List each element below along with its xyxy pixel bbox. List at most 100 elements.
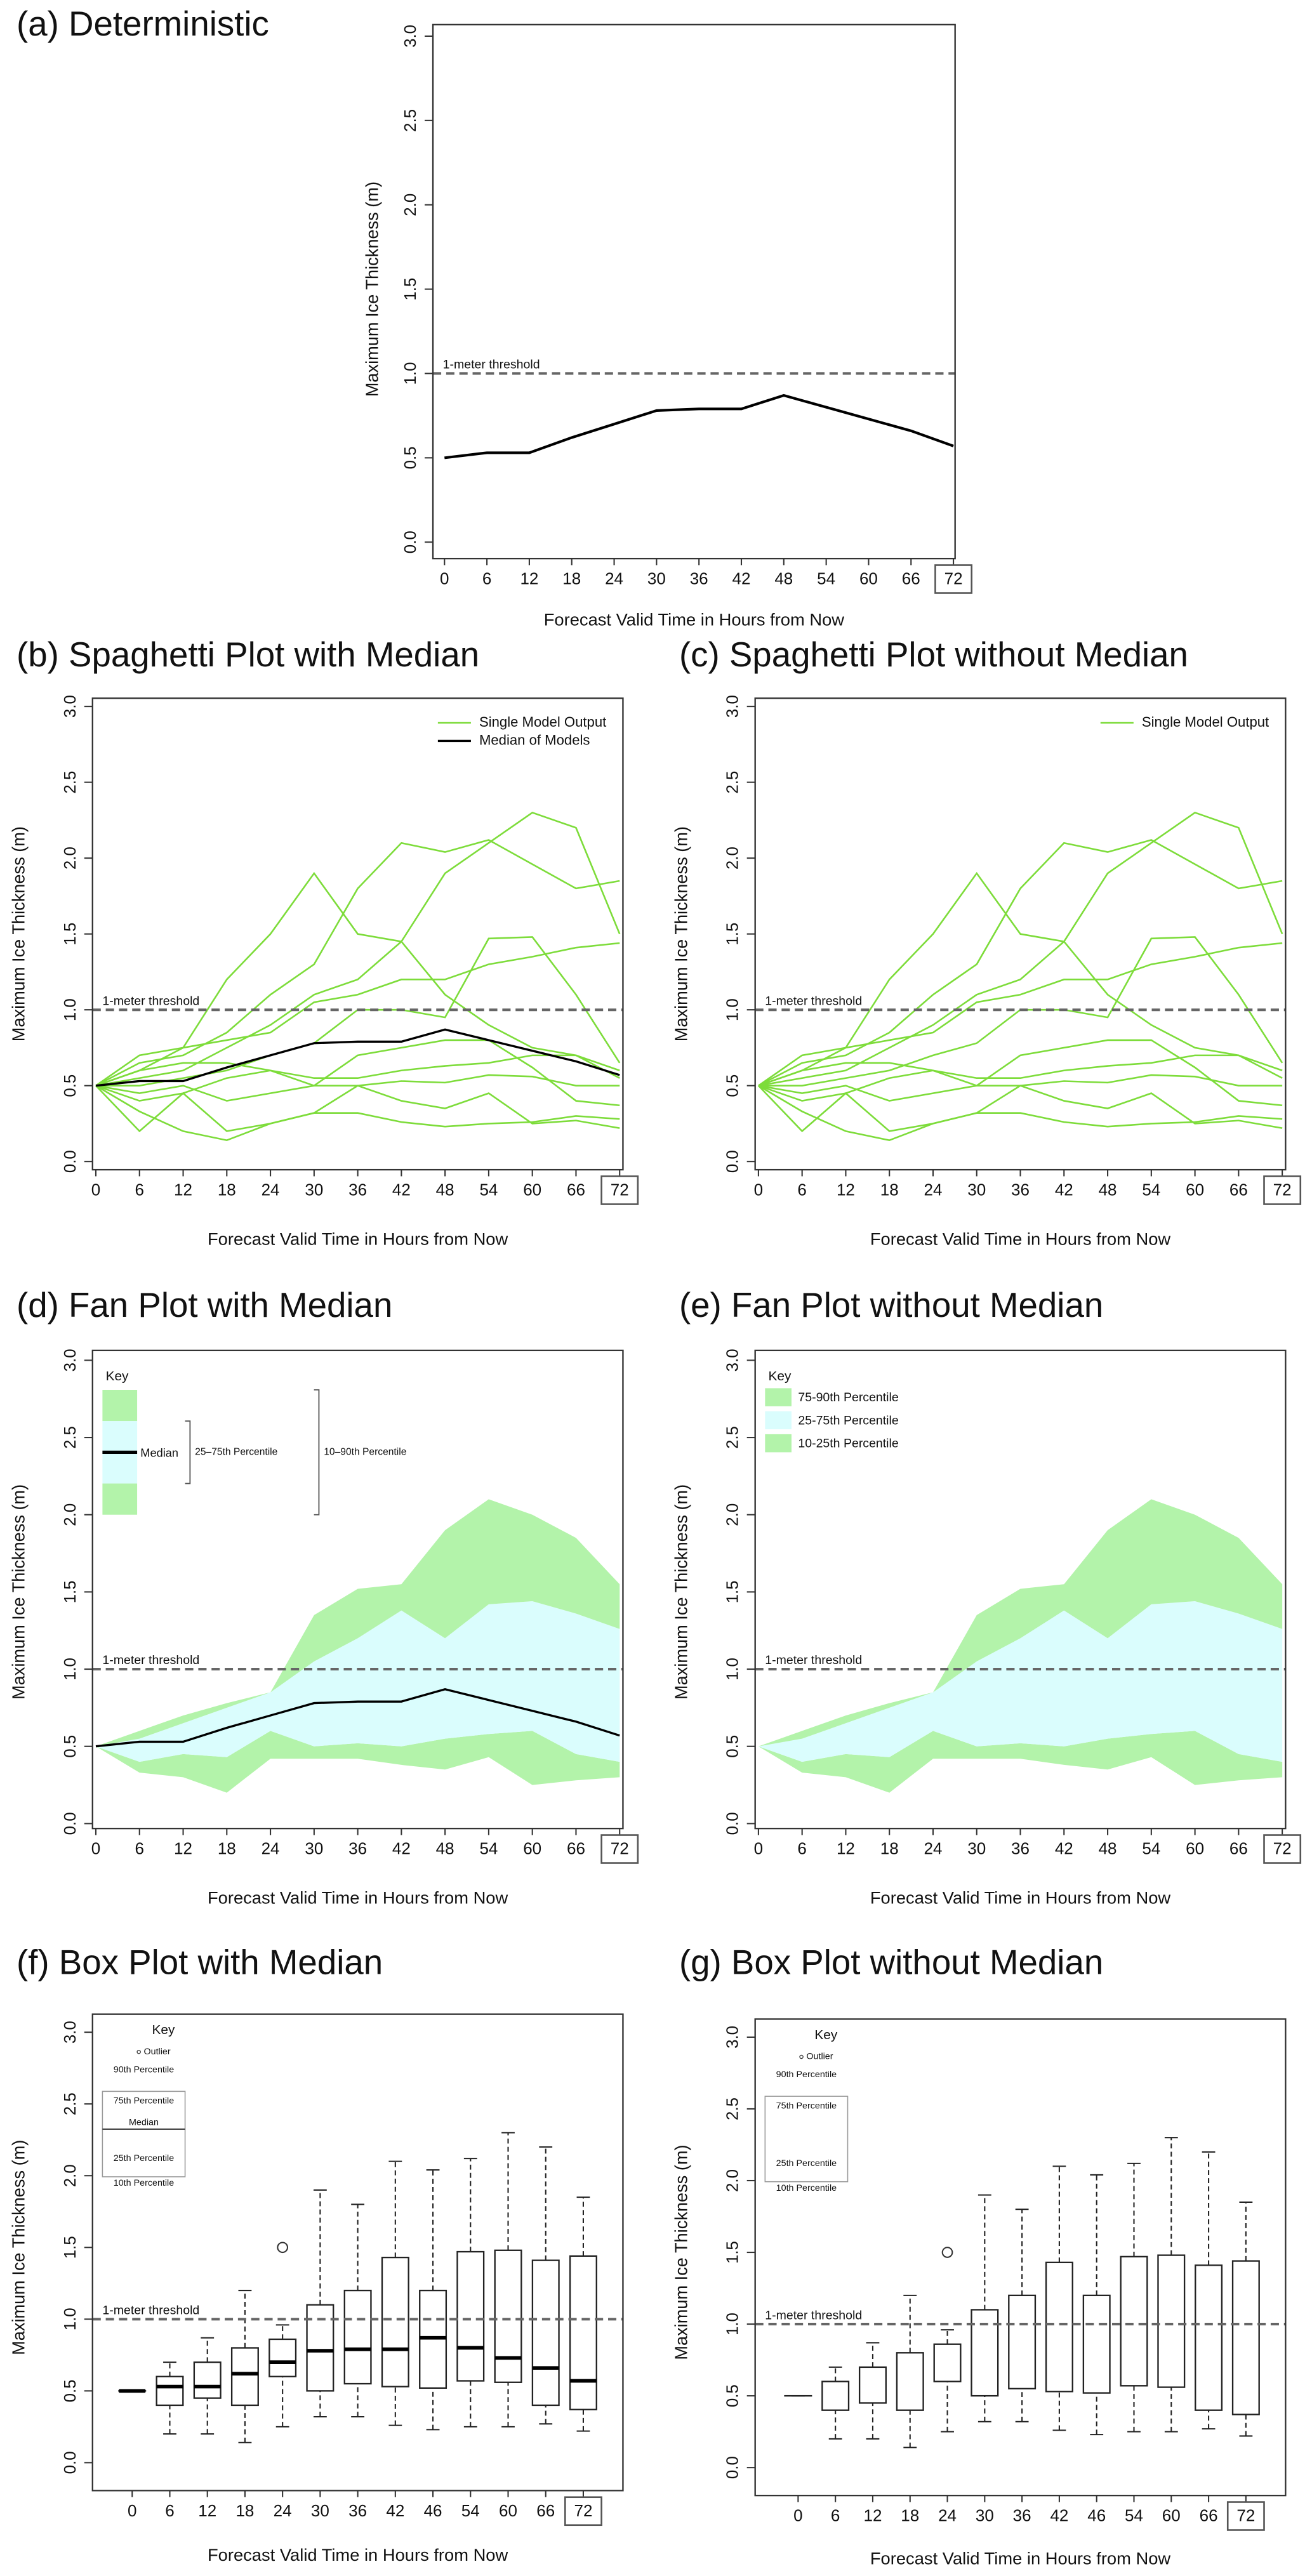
x-tick-label: 54 bbox=[1142, 1840, 1160, 1858]
panel-title: (f) Box Plot with Median bbox=[17, 1943, 383, 1982]
x-tick-label: 42 bbox=[1055, 1840, 1073, 1858]
x-tick-label: 18 bbox=[562, 571, 581, 588]
panel-title: (a) Deterministic bbox=[17, 4, 269, 43]
x-tick-label: 30 bbox=[647, 571, 666, 588]
outlier bbox=[277, 2242, 289, 2254]
model-line bbox=[758, 839, 1283, 1087]
model-line bbox=[95, 1085, 620, 1133]
x-axis-label: Forecast Valid Time in Hours from Now bbox=[870, 1888, 1171, 1908]
y-axis-label: Maximum Ice Thickness (m) bbox=[8, 1484, 28, 1700]
legend-label: Single Model Output bbox=[1142, 714, 1269, 730]
x-tick-label: 42 bbox=[1050, 2507, 1068, 2525]
y-tick-label: 3.0 bbox=[62, 1349, 79, 1371]
x-tick-label: 72 bbox=[574, 2502, 592, 2520]
x-tick-label: 6 bbox=[797, 1182, 806, 1199]
box bbox=[896, 2352, 924, 2411]
x-tick-label: 54 bbox=[461, 2502, 480, 2520]
y-axis-label: Maximum Ice Thickness (m) bbox=[362, 182, 381, 397]
y-tick-label: 2.0 bbox=[724, 847, 742, 869]
x-tick-label: 36 bbox=[348, 2502, 367, 2520]
box bbox=[1231, 2260, 1260, 2415]
plot-frame bbox=[91, 697, 624, 1171]
fan-band-upper bbox=[758, 1499, 1283, 1747]
box bbox=[1045, 2261, 1073, 2393]
y-tick-label: 2.5 bbox=[62, 2092, 79, 2115]
y-tick-label: 2.0 bbox=[62, 2164, 79, 2187]
x-tick-label: 54 bbox=[817, 571, 835, 588]
x-tick-label: 66 bbox=[1200, 2507, 1218, 2525]
key-label: Median bbox=[129, 2117, 159, 2127]
box bbox=[933, 2343, 962, 2382]
model-line bbox=[758, 1039, 1283, 1107]
y-tick-label: 1.5 bbox=[62, 2236, 79, 2259]
plot-frame bbox=[91, 1349, 624, 1830]
key-label: 25-75th Percentile bbox=[798, 1413, 898, 1427]
box bbox=[381, 2256, 409, 2388]
model-line bbox=[95, 1039, 620, 1107]
x-tick-label: 60 bbox=[1162, 2507, 1181, 2525]
y-tick-label: 1.0 bbox=[724, 998, 742, 1021]
x-tick-label: 46 bbox=[1087, 2507, 1106, 2525]
box bbox=[230, 2347, 259, 2407]
y-tick-label: 0.5 bbox=[62, 2379, 79, 2402]
key-label: 25th Percentile bbox=[776, 2158, 837, 2169]
y-tick-label: 1.5 bbox=[62, 1580, 79, 1603]
y-axis-label: Maximum Ice Thickness (m) bbox=[671, 1484, 691, 1700]
x-tick-label: 54 bbox=[479, 1840, 498, 1858]
model-line bbox=[757, 1085, 1283, 1133]
x-tick-label: 0 bbox=[793, 2507, 802, 2525]
x-tick-label: 0 bbox=[440, 571, 449, 588]
median-line bbox=[95, 1688, 620, 1748]
key-label: 25th Percentile bbox=[114, 2153, 174, 2163]
x-tick-label: 24 bbox=[924, 1182, 943, 1199]
panel-title: (b) Spaghetti Plot with Median bbox=[17, 635, 479, 674]
key-box bbox=[102, 2091, 186, 2177]
x-tick-label: 42 bbox=[392, 1182, 411, 1199]
key-label: 10–90th Percentile bbox=[324, 1446, 406, 1457]
panel-title: (c) Spaghetti Plot without Median bbox=[679, 635, 1188, 674]
median-line bbox=[95, 1028, 620, 1087]
x-tick-highlight bbox=[1226, 2501, 1265, 2531]
y-tick-label: 3.0 bbox=[62, 695, 79, 718]
box bbox=[1008, 2294, 1037, 2389]
model-line bbox=[758, 942, 1283, 1087]
y-tick-label: 2.5 bbox=[402, 109, 420, 132]
x-tick-highlight bbox=[934, 564, 973, 594]
legend-label: Single Model Output bbox=[479, 714, 606, 730]
x-axis-label: Forecast Valid Time in Hours from Now bbox=[870, 2548, 1171, 2568]
x-tick-label: 72 bbox=[944, 571, 963, 588]
x-tick-label: 54 bbox=[1142, 1182, 1160, 1199]
box bbox=[531, 2259, 560, 2407]
key-swatch bbox=[765, 1434, 792, 1453]
fan-band-lower bbox=[758, 1731, 1283, 1793]
x-tick-label: 54 bbox=[1125, 2507, 1143, 2525]
key-swatch bbox=[765, 1388, 792, 1406]
threshold-label: 1-meter threshold bbox=[765, 1653, 862, 1667]
x-tick-label: 48 bbox=[1099, 1182, 1117, 1199]
box bbox=[456, 2250, 485, 2382]
x-tick-label: 30 bbox=[305, 1182, 323, 1199]
x-tick-label: 0 bbox=[754, 1182, 763, 1199]
key-bracket bbox=[314, 1389, 320, 1516]
y-axis-label: Maximum Ice Thickness (m) bbox=[671, 2144, 691, 2360]
plot-frame bbox=[754, 1349, 1287, 1830]
panel-title: (g) Box Plot without Median bbox=[679, 1943, 1103, 1982]
legend-label: Median of Models bbox=[479, 732, 590, 748]
key-label: 75th Percentile bbox=[776, 2101, 837, 2111]
key-label: 90th Percentile bbox=[114, 2064, 174, 2075]
y-tick-label: 0.0 bbox=[724, 2456, 742, 2479]
key-label: Median bbox=[140, 1447, 178, 1460]
x-tick-label: 18 bbox=[218, 1840, 236, 1858]
box bbox=[156, 2375, 184, 2407]
y-axis-label: Maximum Ice Thickness (m) bbox=[671, 826, 691, 1041]
x-tick-highlight bbox=[1263, 1175, 1302, 1205]
x-tick-label: 18 bbox=[901, 2507, 919, 2525]
model-line bbox=[758, 1085, 1283, 1142]
x-tick-label: 60 bbox=[859, 571, 878, 588]
key-box bbox=[764, 2096, 849, 2183]
y-tick-label: 1.0 bbox=[62, 1658, 79, 1681]
x-tick-label: 30 bbox=[967, 1840, 986, 1858]
key-title: Key bbox=[106, 1369, 129, 1384]
x-tick-label: 18 bbox=[880, 1840, 899, 1858]
